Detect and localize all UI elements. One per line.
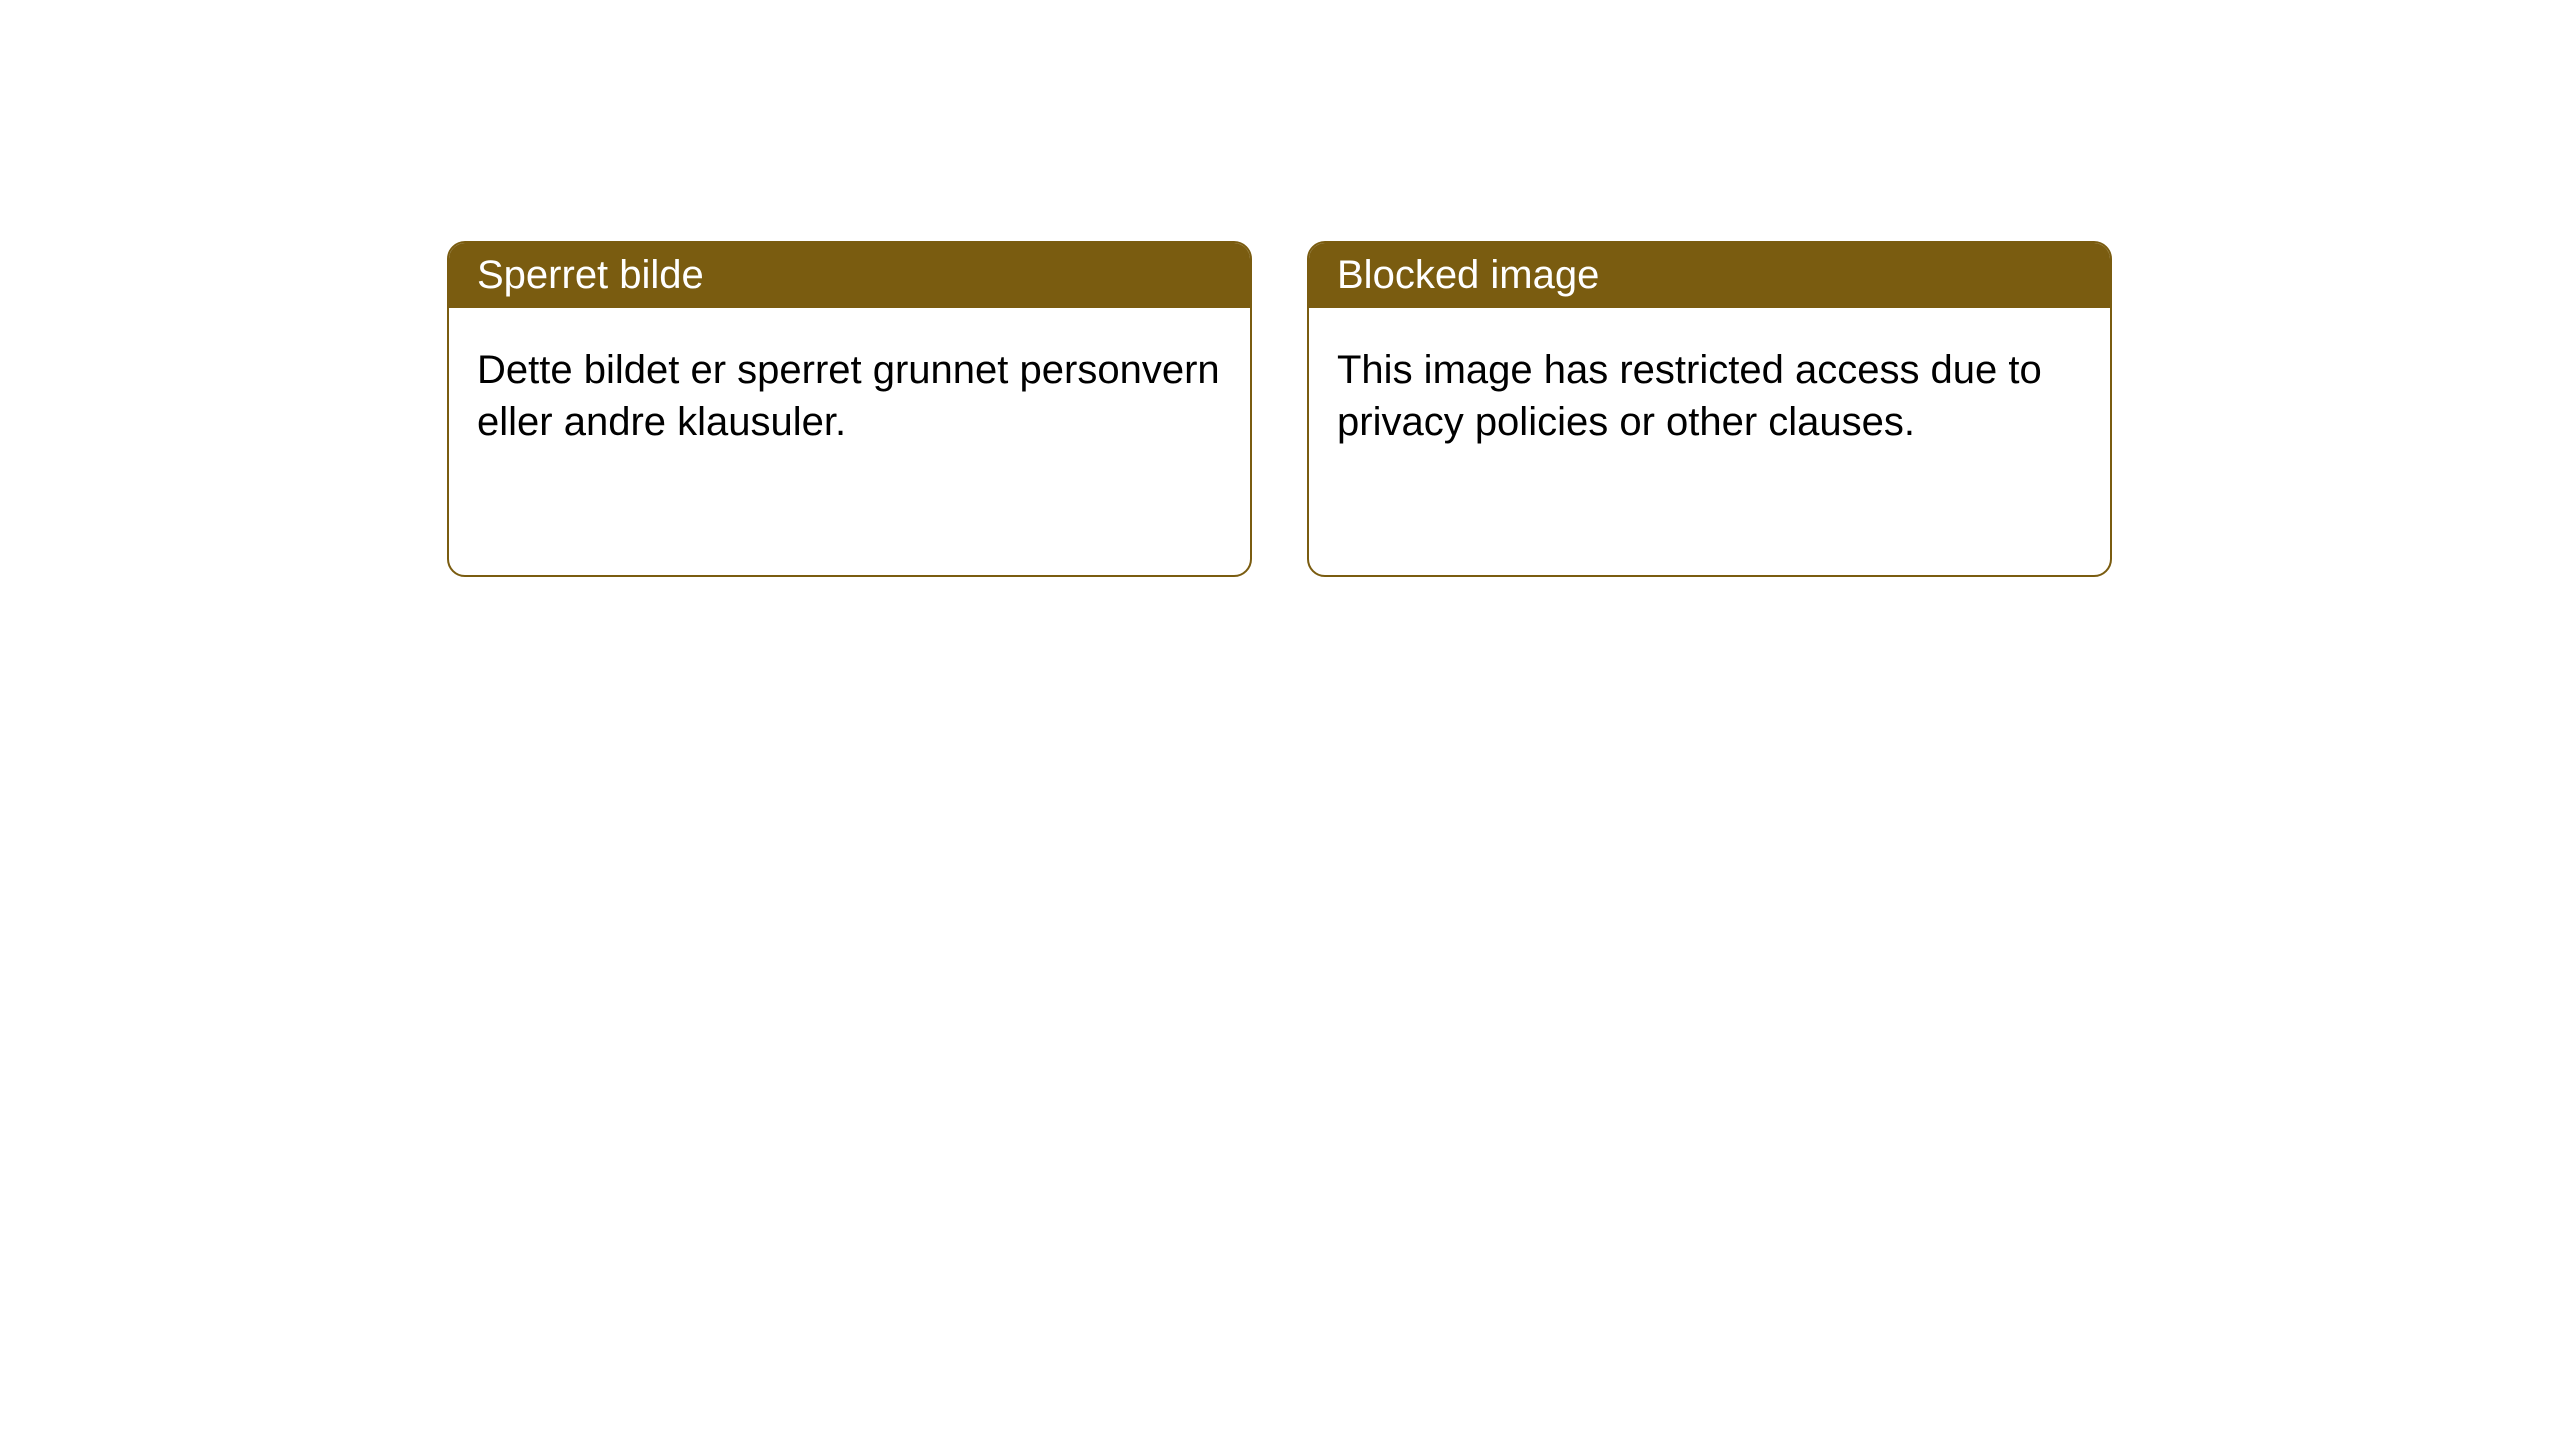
- notice-title: Blocked image: [1337, 253, 1599, 297]
- notice-body-text: This image has restricted access due to …: [1337, 348, 2042, 444]
- notice-card-english: Blocked image This image has restricted …: [1307, 241, 2112, 577]
- notice-body: Dette bildet er sperret grunnet personve…: [449, 308, 1250, 484]
- notice-header: Sperret bilde: [449, 243, 1250, 308]
- notice-body: This image has restricted access due to …: [1309, 308, 2110, 484]
- notice-container: Sperret bilde Dette bildet er sperret gr…: [447, 241, 2112, 577]
- notice-card-norwegian: Sperret bilde Dette bildet er sperret gr…: [447, 241, 1252, 577]
- notice-title: Sperret bilde: [477, 253, 704, 297]
- notice-body-text: Dette bildet er sperret grunnet personve…: [477, 348, 1220, 444]
- notice-header: Blocked image: [1309, 243, 2110, 308]
